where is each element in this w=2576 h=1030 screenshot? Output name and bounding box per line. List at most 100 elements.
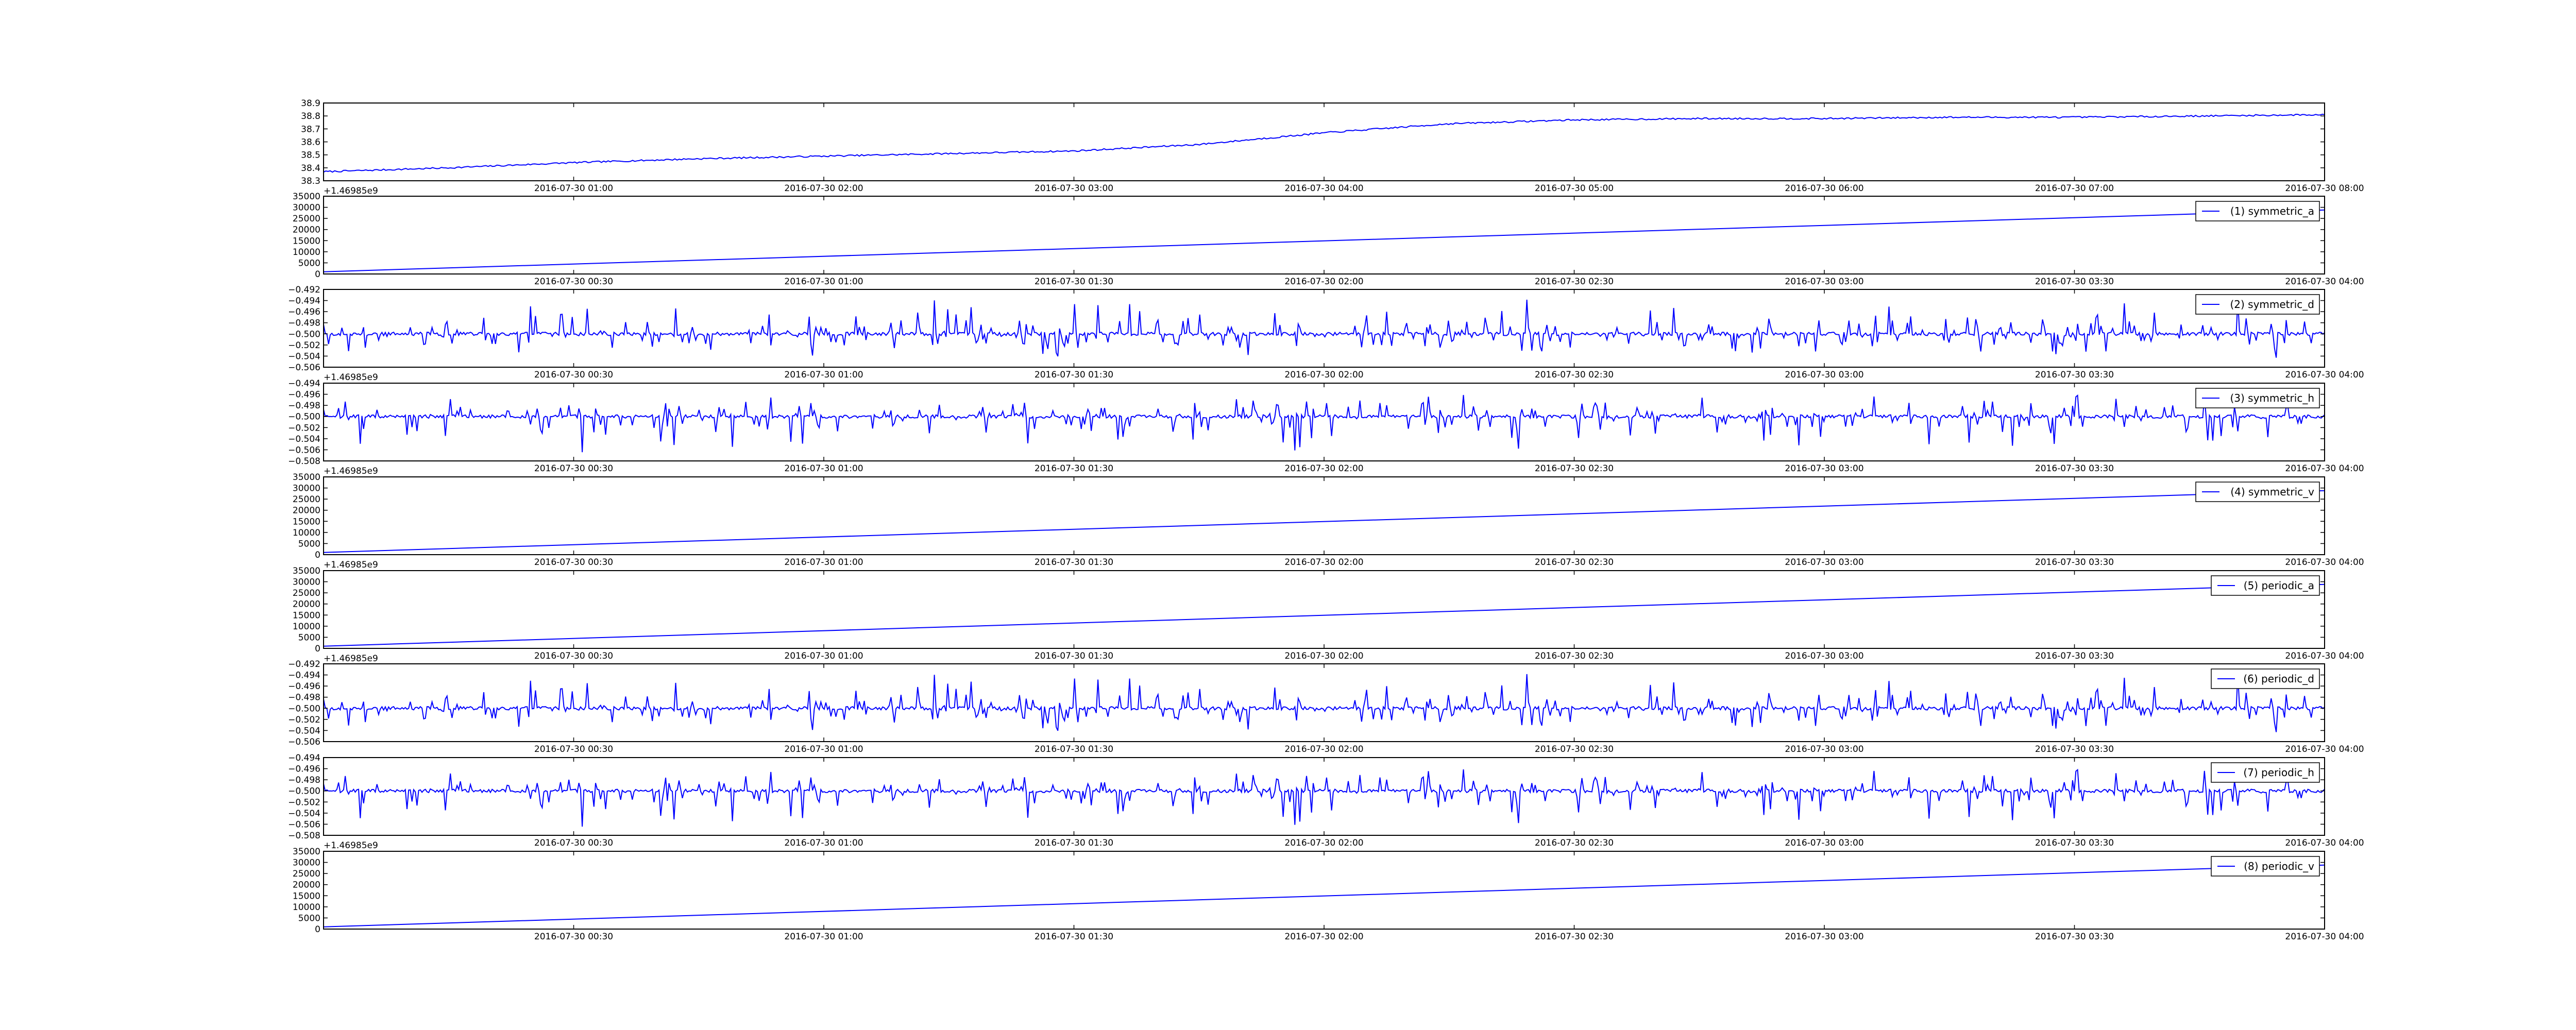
x-tick-label: 2016-07-30 00:30 [534, 651, 613, 661]
y-tick-label: 38.5 [301, 150, 320, 161]
y-tick-label: −0.498 [288, 318, 320, 329]
panel-symmetric_d: −0.506−0.504−0.502−0.500−0.498−0.496−0.4… [288, 285, 2364, 383]
y-tick-label: −0.502 [288, 797, 320, 808]
y-tick-label: 35000 [293, 472, 320, 483]
x-tick-label: 2016-07-30 02:30 [1535, 370, 1614, 380]
x-offset-label: +1.46985e9 [324, 372, 378, 383]
y-tick-label: −0.506 [288, 445, 320, 455]
x-tick-label: 2016-07-30 02:30 [1535, 838, 1614, 848]
panel-top: 38.3 38.4 38.5 38.6 38.7 38.8 38.9 2016-07-30 0… [301, 98, 2364, 196]
series-line-symmetric_d [323, 299, 2325, 358]
legend-label: (6) periodic_d [2243, 673, 2314, 685]
x-tick-label: 2016-07-30 00:30 [534, 464, 613, 474]
legend-label: (3) symmetric_h [2230, 392, 2314, 404]
y-tick-label: 10000 [293, 622, 320, 632]
y-tick-label: 20000 [293, 599, 320, 610]
y-tick-label: 25000 [293, 494, 320, 505]
x-offset-label: +1.46985e9 [324, 466, 378, 476]
y-tick-label: 20000 [293, 880, 320, 890]
x-tick-label: 2016-07-30 00:30 [534, 370, 613, 380]
series-line-periodic_v [323, 864, 2325, 928]
x-tick-label: 2016-07-30 02:30 [1535, 464, 1614, 474]
panel-periodic_d: −0.506−0.504−0.502−0.500−0.498−0.496−0.4… [288, 659, 2364, 754]
y-tick-label: 38.8 [301, 111, 320, 122]
x-tick-label: 2016-07-30 03:30 [2035, 277, 2114, 287]
x-tick-label: 2016-07-30 03:00 [1785, 651, 1863, 661]
x-tick-label: 2016-07-30 00:30 [534, 838, 613, 848]
x-tick-label: 2016-07-30 02:30 [1535, 277, 1614, 287]
x-tick-label: 2016-07-30 02:00 [1284, 932, 1363, 942]
y-tick-label: −0.506 [288, 737, 320, 747]
y-tick-label: −0.492 [288, 659, 320, 670]
x-tick-label: 2016-07-30 01:00 [784, 464, 863, 474]
y-tick-label: 0 [315, 924, 320, 935]
legend: (6) periodic_d [2211, 668, 2320, 689]
x-tick-label: 2016-07-30 02:30 [1535, 651, 1614, 661]
y-tick-label: −0.502 [288, 340, 320, 351]
x-tick-label: 2016-07-30 02:00 [1284, 277, 1363, 287]
y-tick-label: −0.500 [288, 786, 320, 797]
axes-frame [323, 383, 2325, 461]
y-tick-label: 20000 [293, 506, 320, 516]
x-tick-label: 2016-07-30 01:00 [534, 183, 613, 194]
y-tick-label: 38.6 [301, 138, 320, 148]
x-tick-label: 2016-07-30 01:00 [784, 744, 863, 754]
y-tick-label: 38.3 [301, 176, 320, 186]
y-tick-label: 30000 [293, 858, 320, 868]
y-tick-label: 5000 [298, 258, 320, 268]
y-tick-label: −0.504 [288, 726, 320, 736]
y-tick-label: 30000 [293, 577, 320, 588]
x-tick-label: 2016-07-30 04:00 [2285, 464, 2364, 474]
x-tick-label: 2016-07-30 03:00 [1785, 932, 1863, 942]
x-tick-label: 2016-07-30 00:30 [534, 932, 613, 942]
x-tick-label: 2016-07-30 01:30 [1035, 370, 1113, 380]
series-line-symmetric_v [323, 490, 2325, 553]
x-tick-label: 2016-07-30 03:30 [2035, 651, 2114, 661]
panel-periodic_h: −0.508−0.506−0.504−0.502−0.500−0.498−0.4… [288, 753, 2364, 851]
y-tick-label: −0.498 [288, 401, 320, 411]
x-tick-label: 2016-07-30 01:00 [784, 557, 863, 568]
y-tick-label: −0.500 [288, 329, 320, 339]
y-tick-label: 25000 [293, 588, 320, 598]
x-tick-label: 2016-07-30 02:00 [784, 183, 863, 194]
legend-label: (4) symmetric_v [2230, 486, 2314, 498]
y-tick-label: −0.494 [288, 296, 320, 306]
x-tick-label: 2016-07-30 01:30 [1035, 464, 1113, 474]
y-tick-label: −0.494 [288, 379, 320, 389]
x-tick-label: 2016-07-30 02:00 [1284, 370, 1363, 380]
x-tick-label: 2016-07-30 03:00 [1035, 183, 1113, 194]
axes-frame [323, 757, 2325, 836]
x-tick-label: 2016-07-30 01:30 [1035, 557, 1113, 568]
y-tick-label: −0.506 [288, 819, 320, 830]
x-tick-label: 2016-07-30 03:00 [1785, 838, 1863, 848]
legend: (3) symmetric_h [2195, 388, 2320, 408]
y-tick-label: 38.9 [301, 98, 320, 109]
y-tick-label: −0.496 [288, 764, 320, 775]
x-tick-label: 2016-07-30 02:00 [1284, 557, 1363, 568]
legend-label: (8) periodic_v [2244, 860, 2314, 872]
y-tick-label: 15000 [293, 610, 320, 621]
x-tick-label: 2016-07-30 08:00 [2285, 183, 2364, 194]
x-tick-label: 2016-07-30 04:00 [2285, 838, 2364, 848]
y-tick-label: 0 [315, 269, 320, 280]
legend-label: (5) periodic_a [2244, 579, 2314, 592]
x-tick-label: 2016-07-30 02:30 [1535, 744, 1614, 754]
y-tick-label: −0.498 [288, 775, 320, 785]
x-tick-label: 2016-07-30 04:00 [2285, 277, 2364, 287]
y-tick-label: 15000 [293, 891, 320, 901]
y-tick-label: −0.496 [288, 390, 320, 400]
series-line-symmetric_h [323, 394, 2325, 453]
y-tick-label: −0.496 [288, 681, 320, 692]
x-tick-label: 2016-07-30 04:00 [2285, 932, 2364, 942]
x-tick-label: 2016-07-30 01:00 [784, 932, 863, 942]
y-tick-label: 35000 [293, 192, 320, 202]
x-tick-label: 2016-07-30 04:00 [2285, 744, 2364, 754]
legend: (5) periodic_a [2211, 575, 2320, 596]
x-tick-label: 2016-07-30 04:00 [1284, 183, 1363, 194]
x-tick-label: 2016-07-30 00:30 [534, 557, 613, 568]
y-tick-label: −0.502 [288, 715, 320, 725]
panel-symmetric_h: −0.508−0.506−0.504−0.502−0.500−0.498−0.4… [288, 379, 2364, 476]
